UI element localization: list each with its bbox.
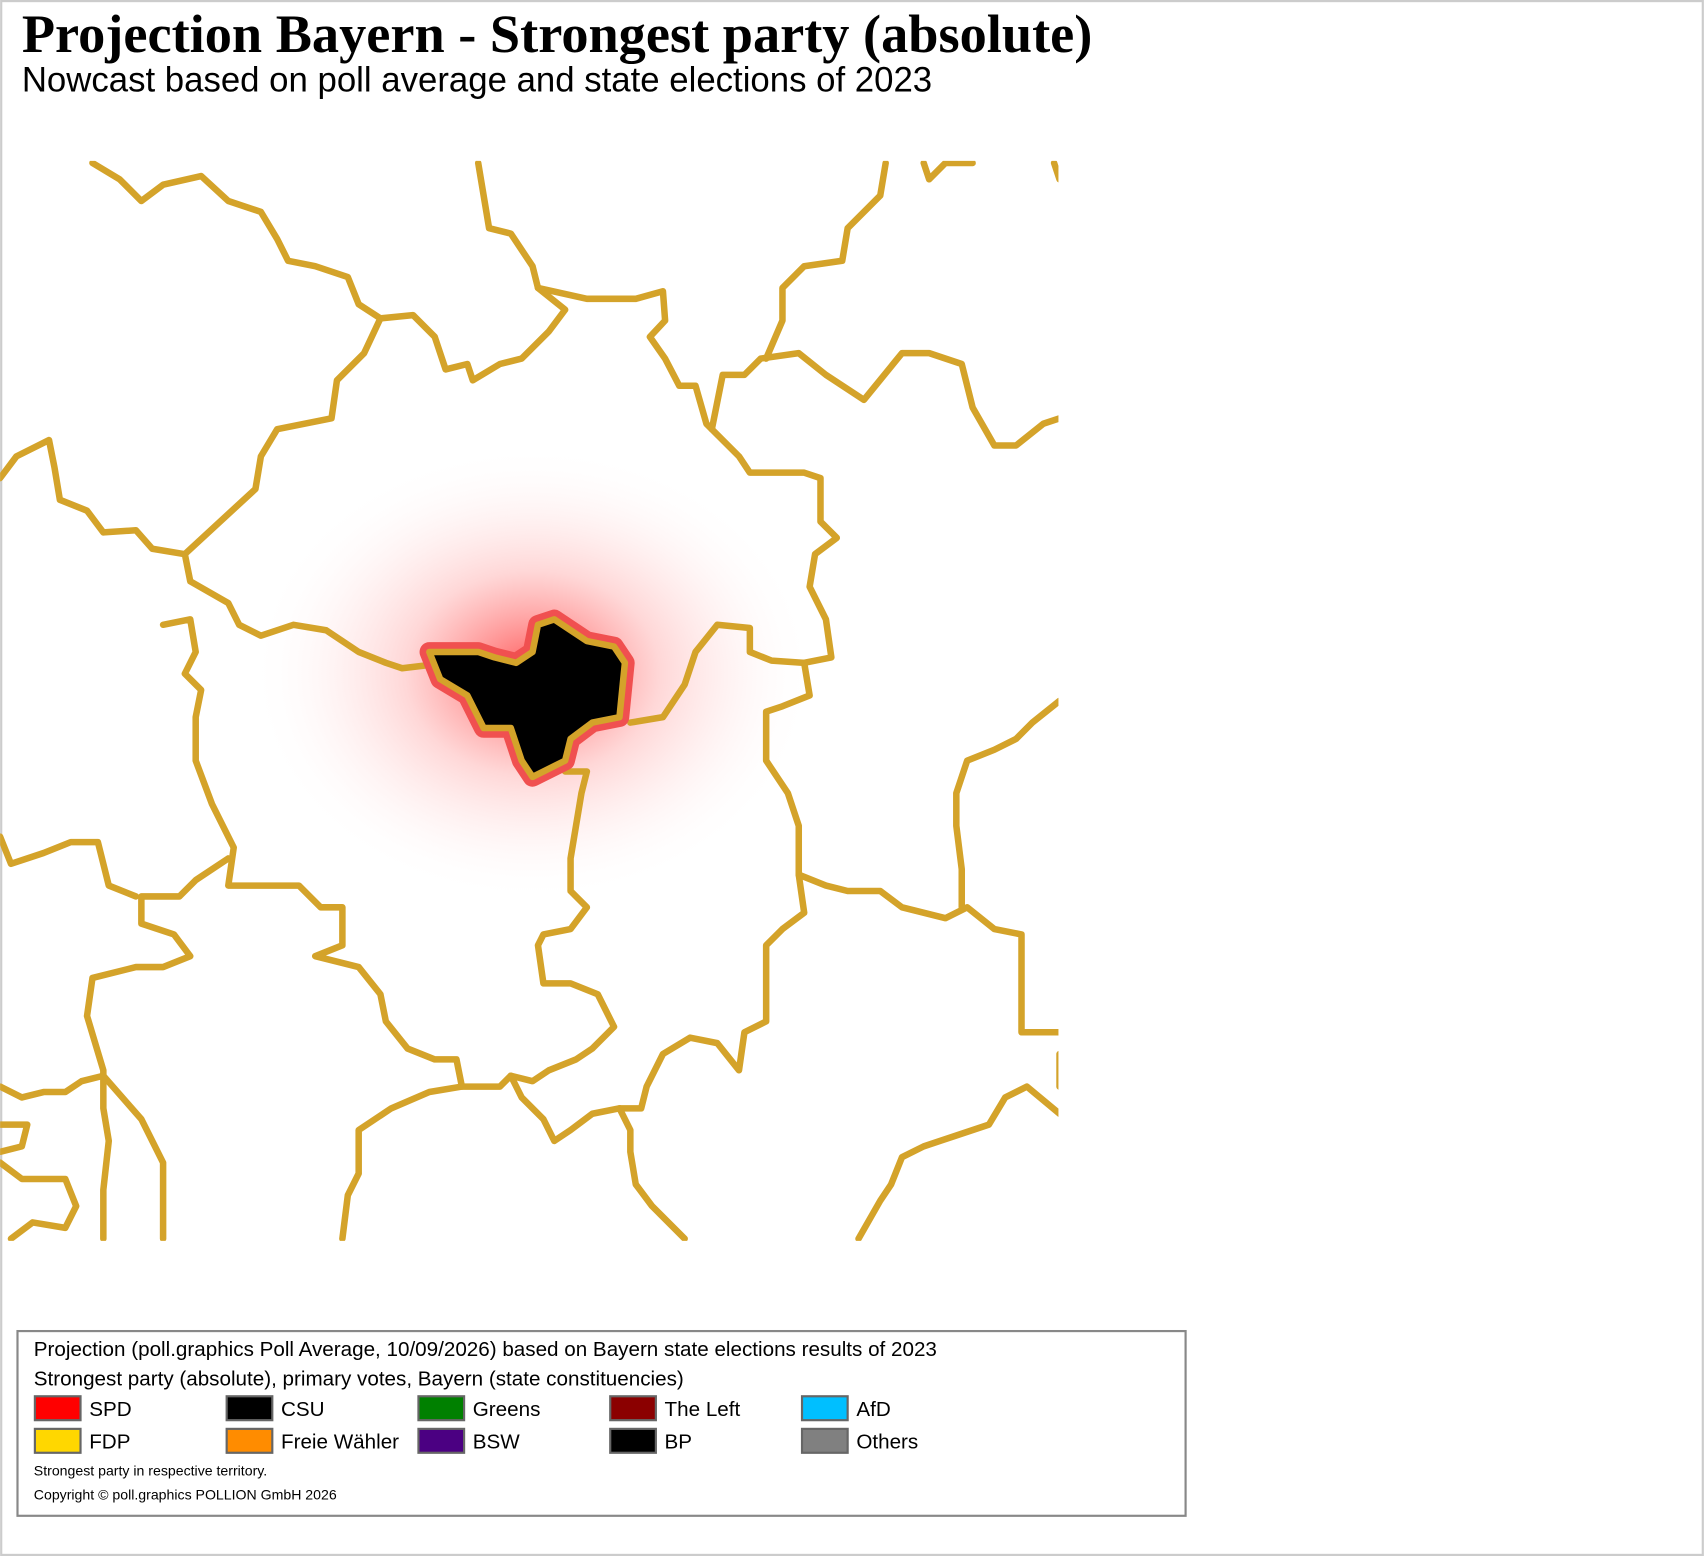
legend-label: SPD [89,1398,131,1421]
legend-label: The Left [665,1398,741,1421]
map [0,160,1059,1241]
legend-label: Greens [473,1398,541,1421]
title: Projection Bayern - Strongest party (abs… [22,4,1093,64]
legend-swatch [800,1395,849,1422]
legend-label: BSW [473,1430,521,1453]
legend-swatch [417,1395,466,1422]
legend-label: AfD [856,1398,890,1421]
subtitle: Nowcast based on poll average and state … [22,61,932,99]
legend-swatch [609,1395,657,1422]
legend-heading: Strongest party (absolute), primary vote… [34,1367,684,1390]
legend-swatch [609,1427,657,1454]
legend-label: BP [665,1430,693,1453]
legend-swatch [417,1427,466,1454]
legend: Projection (poll.graphics Poll Average, … [16,1329,1187,1517]
legend-swatch [33,1427,82,1454]
legend-label: FDP [89,1430,130,1453]
legend-swatch [800,1427,849,1454]
highlighted-constituency[interactable] [426,616,629,781]
legend-note: Copyright © poll.graphics POLLION GmbH 2… [34,1486,337,1502]
legend-swatch [225,1395,274,1422]
legend-note: Strongest party in respective territory. [34,1463,267,1479]
legend-swatch [225,1427,274,1454]
legend-swatch [33,1395,82,1422]
legend-label: Freie Wähler [281,1430,399,1453]
legend-box [16,1329,1187,1517]
legend-heading: Projection (poll.graphics Poll Average, … [34,1338,937,1361]
legend-label: CSU [281,1398,325,1421]
legend-label: Others [856,1430,918,1453]
constituency-borders [0,160,1059,1241]
